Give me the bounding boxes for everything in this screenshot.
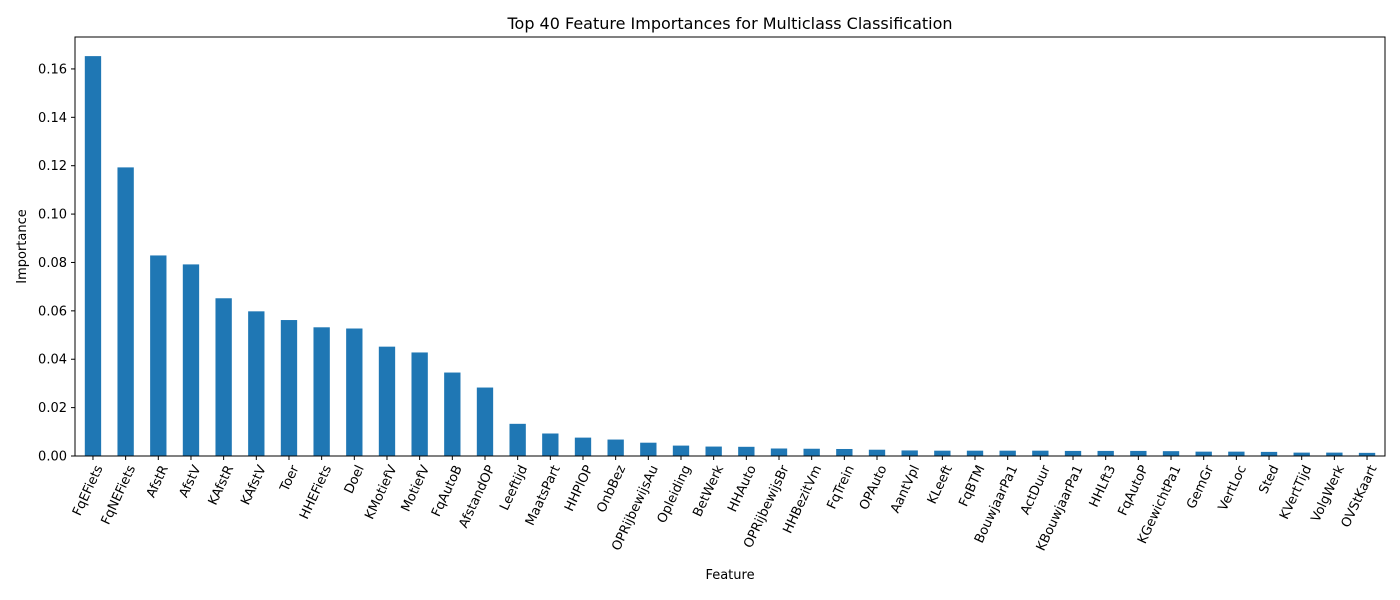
bar-KGewichtPa1 [1162, 451, 1180, 456]
bar-Leeftijd [509, 423, 526, 456]
bar-KAfstR [215, 298, 232, 456]
y-tick-label: 0.10 [38, 208, 67, 223]
x-axis-label: Feature [705, 568, 754, 583]
x-tick-label: FqAutoB [429, 463, 466, 519]
x-tick-label: OPAuto [857, 463, 891, 512]
x-tick-label: OnbBez [594, 463, 629, 515]
bar-BetWerk [705, 446, 722, 456]
bar-ActDuur [1032, 450, 1049, 456]
bar-FqAutoP [1130, 450, 1147, 456]
y-tick-label: 0.06 [38, 304, 67, 319]
bar-HHEFiets [313, 327, 330, 456]
x-tick-label: Sted [1256, 463, 1282, 496]
x-tick-label: HHLft3 [1087, 463, 1119, 510]
bar-BouwjaarPa1 [999, 450, 1016, 456]
x-tick-label: AfstV [177, 463, 205, 500]
y-tick-label: 0.08 [38, 256, 67, 271]
bar-VolgWerk [1326, 452, 1343, 456]
x-tick-label: Leeftijd [497, 463, 531, 513]
bar-VertLoc [1228, 451, 1245, 456]
x-tick-label: Toer [277, 463, 303, 495]
x-tick-label: FqEFiets [70, 463, 106, 518]
bar-OPRijbewijsBr [770, 448, 788, 456]
bar-FqNEFiets [117, 167, 134, 456]
bar-KLeeft [934, 450, 951, 456]
bar-Doel [346, 328, 363, 456]
x-tick-label: HHAuto [725, 463, 760, 514]
bar-FqAutoB [444, 372, 461, 456]
bar-AfstandOP [476, 387, 494, 456]
bar-HHPlOP [574, 437, 592, 456]
x-tick-label: KAfstV [238, 463, 269, 508]
bar-MaatsPart [542, 433, 559, 456]
bar-KBouwjaarPa1 [1064, 450, 1082, 456]
bar-HHAuto [738, 446, 755, 456]
bar-FqBTM [966, 450, 984, 456]
chart-title: Top 40 Feature Importances for Multiclas… [506, 14, 952, 33]
bar-FqEFiets [84, 56, 102, 457]
x-tick-label: FqTrein [825, 463, 858, 512]
bar-KMotiefV [378, 346, 396, 456]
bar-Sted [1260, 451, 1278, 456]
x-tick-label: HHEFiets [297, 463, 335, 522]
bar-OPRijbewijsAu [640, 442, 657, 456]
bar-KAfstV [248, 311, 265, 456]
bar-OnbBez [607, 439, 624, 456]
y-tick-label: 0.04 [38, 353, 67, 368]
plot-frame [74, 36, 1386, 457]
x-tick-label: Opleiding [655, 463, 695, 526]
x-tick-label: MotiefV [399, 463, 433, 514]
bar-FqTrein [836, 448, 853, 456]
x-tick-label: Doel [342, 463, 368, 496]
x-tick-label: HHPlOP [562, 463, 596, 514]
bar-GemGr [1195, 451, 1212, 456]
x-tick-label: KMotiefV [362, 463, 400, 522]
bar-AantVpl [901, 450, 918, 456]
y-tick-label: 0.02 [38, 401, 67, 416]
x-tick-label: FqAutoP [1116, 463, 1152, 518]
x-tick-label: BetWerk [690, 463, 727, 520]
y-tick-label: 0.16 [38, 62, 67, 77]
y-axis-label: Importance [15, 209, 30, 284]
x-tick-label: VertLoc [1216, 463, 1250, 513]
x-tick-label: GemGr [1184, 463, 1217, 512]
bars-group [84, 56, 1376, 457]
bar-AfstR [150, 255, 167, 456]
bar-HHLft3 [1097, 450, 1114, 456]
y-tick-label: 0.12 [38, 159, 67, 174]
bar-HHBezitVm [803, 448, 820, 456]
y-axis: 0.00 0.02 0.04 0.06 0.08 0.10 0.12 0.14 0.16 [38, 62, 75, 465]
bar-AfstV [182, 264, 200, 456]
bar-KVertTijd [1293, 452, 1310, 456]
y-tick-label: 0.00 [38, 450, 67, 465]
bar-MotiefV [411, 352, 428, 456]
bar-OVStKaart [1358, 452, 1376, 456]
x-tick-label: AantVpl [888, 463, 923, 516]
x-tick-label: KAfstR [206, 463, 237, 508]
y-tick-label: 0.14 [38, 111, 67, 126]
x-tick-label: KVertTijd [1277, 463, 1315, 522]
x-tick-label: KLeeft [925, 463, 956, 506]
bar-OPAuto [868, 449, 886, 456]
x-tick-label: AfstR [144, 463, 172, 500]
x-tick-label: FqBTM [956, 463, 988, 509]
bar-Toer [280, 320, 298, 456]
x-tick-label: ActDuur [1018, 463, 1054, 518]
bar-Opleiding [672, 445, 690, 456]
